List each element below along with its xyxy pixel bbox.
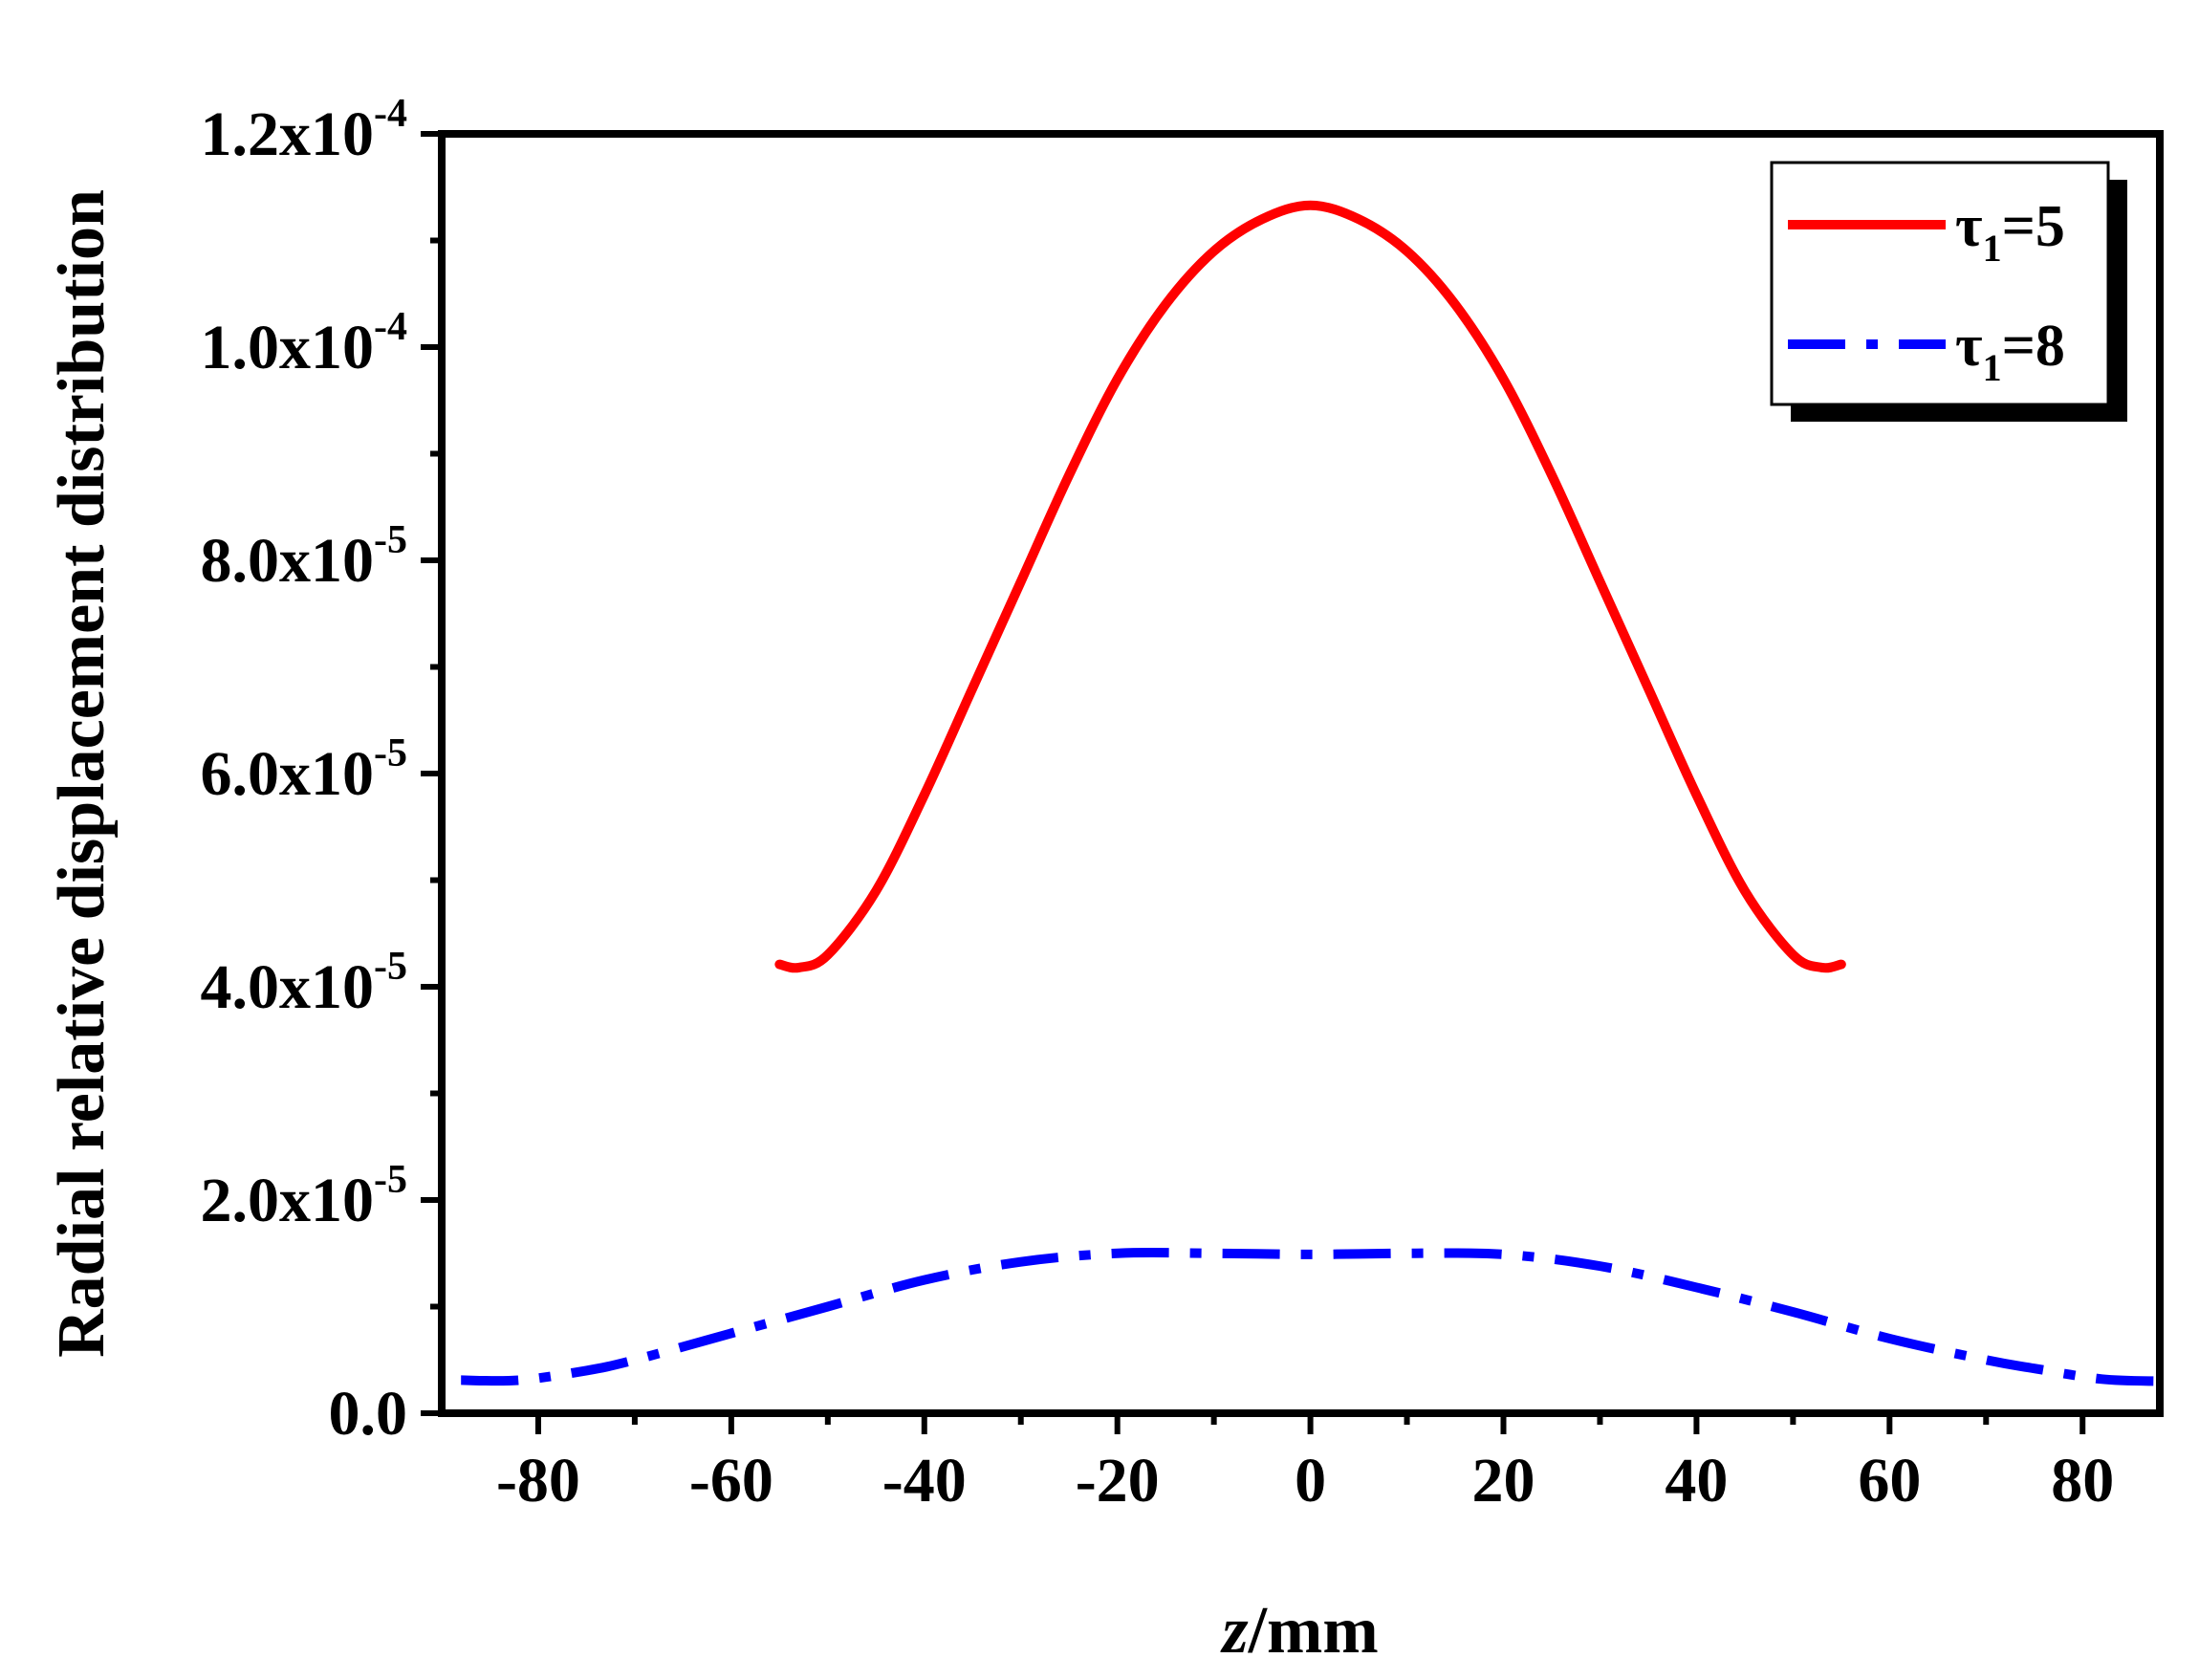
y-tick-exponent: -5 [374,731,407,775]
series-line-tau8 [461,1248,2161,1386]
y-axis-title: Radial relative displacement distributio… [45,189,119,1358]
plot-frame [438,130,2164,1417]
y-tick-mantissa: 8.0x10 [201,526,375,596]
legend-label-tau5: τ1=5 [1955,194,2065,270]
x-axis-title: z/mm [1220,1594,1378,1668]
x-tick-label: -60 [689,1446,773,1516]
y-tick-exponent: -5 [374,518,407,562]
x-tick-label: -20 [1076,1446,1160,1516]
x-tick-label: 80 [2051,1446,2114,1516]
legend-box [1770,161,2110,406]
x-axis-title-unit: /mm [1248,1594,1379,1668]
legend-label-tau5-main: τ [1955,194,1983,259]
y-tick-mantissa: 0.0 [329,1379,408,1449]
x-tick-label: 0 [1295,1446,1326,1516]
y-tick-label: 2.0x10-5 [201,1158,408,1235]
y-tick-label: 1.2x10-4 [201,92,408,169]
x-tick-label: -80 [496,1446,580,1516]
x-tick-labels: -80 -60 -40 -20 0 20 40 60 80 [496,1446,2114,1516]
y-tick-mantissa: 6.0x10 [201,739,375,809]
x-tick-label: -40 [882,1446,967,1516]
series-line-tau5 [774,200,1846,973]
y-tick-exponent: -5 [374,1158,407,1202]
y-tick-mantissa: 2.0x10 [201,1166,375,1235]
y-tick-exponent: -4 [374,92,407,136]
y-tick-mantissa: 1.0x10 [201,313,375,382]
y-tick-exponent: -4 [374,305,407,349]
legend-label-tau5-sub: 1 [1983,227,2002,270]
y-tick-exponent: -5 [374,945,407,989]
x-tick-label: 40 [1665,1446,1728,1516]
y-tick-label: 0.0 [329,1379,408,1449]
y-tick-mantissa: 4.0x10 [201,952,375,1022]
y-tick-label: 8.0x10-5 [201,518,408,596]
legend-label-tau5-tail: =5 [2002,194,2065,259]
y-tick-label: 4.0x10-5 [201,945,408,1022]
x-axis-title-italic: z [1220,1594,1248,1668]
legend-label-tau8-main: τ [1955,314,1983,379]
legend: τ1=5 τ1=8 [1770,161,2127,422]
y-tick-labels: 0.02.0x10-54.0x10-56.0x10-58.0x10-51.0x1… [201,92,408,1449]
legend-label-tau8-tail: =8 [2002,314,2065,379]
y-tick-label: 1.0x10-4 [201,305,408,382]
y-tick-label: 6.0x10-5 [201,731,408,809]
y-tick-mantissa: 1.2x10 [201,99,375,169]
x-tick-label: 20 [1472,1446,1535,1516]
x-tick-label: 60 [1858,1446,1921,1516]
legend-label-tau8-sub: 1 [1983,346,2002,389]
plot-lines [461,200,2161,1386]
tick-marks [421,131,2086,1434]
legend-label-tau8: τ1=8 [1955,314,2065,389]
